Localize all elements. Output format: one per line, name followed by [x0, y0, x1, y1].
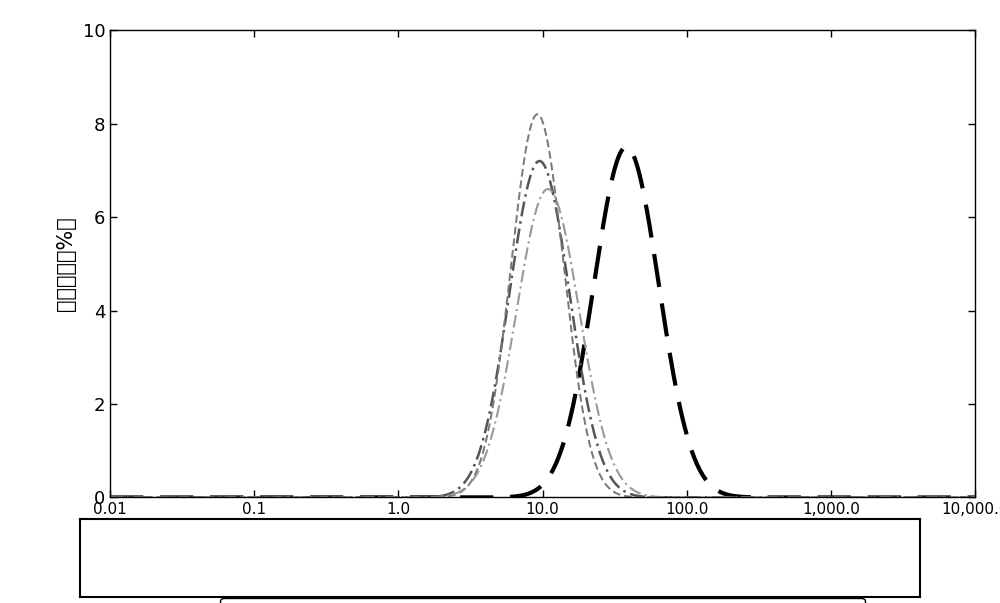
实施例 1-3 [473, 466, 485, 473]
原料物质 [254, 494, 266, 501]
实施例 1-2 [859, 494, 871, 501]
实施例 1-1 [104, 494, 116, 501]
实施例 1-1 [859, 494, 871, 501]
实施例 1-3 [104, 494, 116, 501]
实施例 1-1 [473, 449, 485, 456]
实施例 1-3 [542, 186, 554, 193]
Line: 原料物质: 原料物质 [110, 147, 975, 497]
原料物质 [203, 494, 215, 501]
Line: 实施例 1-2: 实施例 1-2 [110, 114, 975, 497]
Line: 实施例 1-3: 实施例 1-3 [110, 189, 975, 497]
原料物质 [969, 494, 981, 501]
实施例 1-2 [531, 110, 543, 118]
实施例 1-3 [969, 494, 981, 501]
实施例 1-1 [969, 494, 981, 501]
实施例 1-3 [436, 493, 448, 500]
Line: 实施例 1-1: 实施例 1-1 [110, 161, 975, 497]
实施例 1-1 [203, 494, 215, 501]
实施例 1-2 [203, 494, 215, 501]
实施例 1-2 [436, 493, 448, 500]
X-axis label: 粒度（μm）: 粒度（μm） [501, 528, 584, 549]
实施例 1-1 [254, 494, 266, 501]
实施例 1-3 [952, 494, 964, 501]
实施例 1-1 [533, 157, 545, 165]
原料物质 [104, 494, 116, 501]
实施例 1-3 [859, 494, 871, 501]
原料物质 [620, 144, 632, 151]
Y-axis label: 体积密度（%）: 体积密度（%） [56, 216, 76, 311]
实施例 1-2 [969, 494, 981, 501]
实施例 1-3 [254, 494, 266, 501]
原料物质 [859, 494, 871, 501]
原料物质 [473, 494, 485, 501]
实施例 1-1 [952, 494, 964, 501]
原料物质 [952, 494, 964, 501]
实施例 1-1 [436, 492, 448, 499]
实施例 1-2 [104, 494, 116, 501]
实施例 1-2 [473, 461, 485, 468]
实施例 1-3 [203, 494, 215, 501]
原料物质 [436, 494, 448, 501]
实施例 1-2 [952, 494, 964, 501]
实施例 1-2 [254, 494, 266, 501]
Legend: 原料物质, 实施例 1-1, 实施例 1-2, 实施例 1-3: 原料物质, 实施例 1-1, 实施例 1-2, 实施例 1-3 [220, 598, 865, 603]
